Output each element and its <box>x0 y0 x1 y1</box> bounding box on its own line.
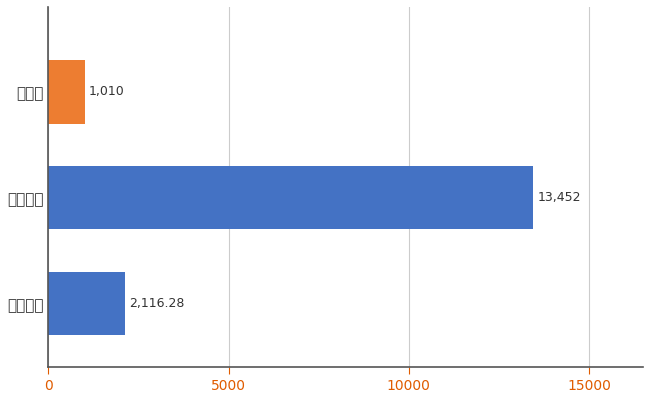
Text: 2,116.28: 2,116.28 <box>129 297 185 310</box>
Bar <box>48 166 533 230</box>
Text: 1,010: 1,010 <box>89 85 125 98</box>
Bar <box>48 272 125 336</box>
Text: 13,452: 13,452 <box>538 191 581 204</box>
Bar <box>48 60 84 124</box>
